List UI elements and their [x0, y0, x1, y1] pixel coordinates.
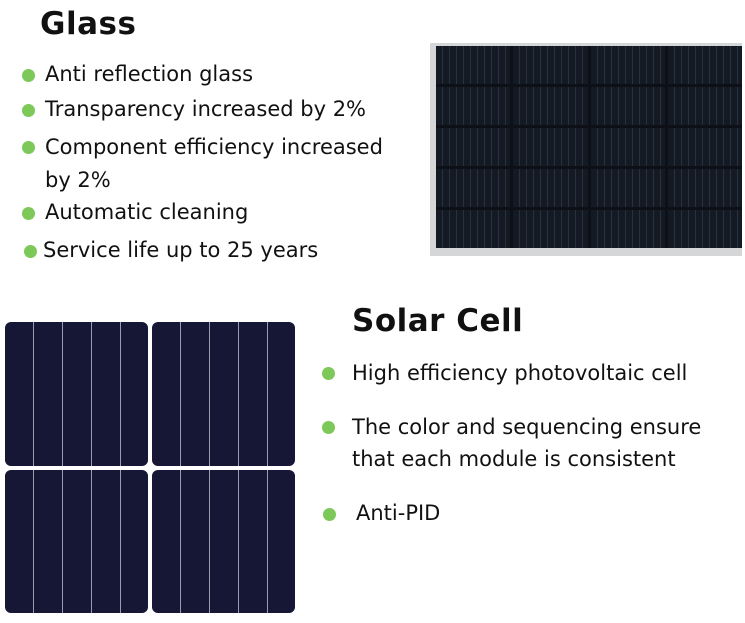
glass-item: Anti reflection glass — [45, 62, 254, 86]
bullet-icon — [22, 141, 35, 154]
solar-item: Anti-PID — [356, 501, 441, 525]
bullet-icon — [22, 207, 35, 220]
panel-cell — [436, 210, 511, 248]
solar-cell — [152, 469, 295, 613]
panel-cell — [436, 128, 511, 166]
panel-cell — [667, 210, 742, 248]
panel-cell — [667, 169, 742, 207]
glass-item: Automatic cleaning — [45, 200, 249, 224]
panel-cell — [590, 128, 665, 166]
panel-cell — [436, 169, 511, 207]
glass-item: Transparency increased by 2% — [45, 97, 367, 121]
solar-cell-title: Solar Cell — [352, 303, 524, 339]
solar-item: High efficiency photovoltaic cell — [352, 361, 688, 385]
bullet-icon — [323, 508, 336, 521]
panel-cell — [513, 128, 588, 166]
panel-cell — [513, 169, 588, 207]
panel-cell — [436, 46, 511, 84]
solar-item: The color and sequencing ensure — [352, 415, 702, 439]
solar-cell — [5, 322, 148, 466]
panel-cell — [667, 128, 742, 166]
panel-cell — [590, 210, 665, 248]
bullet-icon — [322, 421, 335, 434]
solar-cell — [152, 322, 295, 466]
solar-cell-image — [5, 322, 295, 613]
solar-cell — [5, 469, 148, 613]
glass-item: by 2% — [45, 168, 111, 192]
panel-cell — [513, 210, 588, 248]
panel-cell — [590, 169, 665, 207]
panel-cell — [590, 87, 665, 125]
panel-cell — [667, 46, 742, 84]
panel-cell — [513, 46, 588, 84]
glass-item: Component efficiency increased — [45, 135, 383, 159]
glass-item: Service life up to 25 years — [43, 238, 319, 262]
panel-cell — [436, 87, 511, 125]
panel-cell — [667, 87, 742, 125]
bullet-icon — [22, 69, 35, 82]
bullet-icon — [24, 245, 37, 258]
solar-panel-image — [430, 43, 742, 256]
solar-item: that each module is consistent — [352, 447, 676, 471]
panel-cell — [590, 46, 665, 84]
bullet-icon — [322, 367, 335, 380]
panel-cell — [513, 87, 588, 125]
glass-title: Glass — [40, 6, 137, 42]
bullet-icon — [22, 104, 35, 117]
